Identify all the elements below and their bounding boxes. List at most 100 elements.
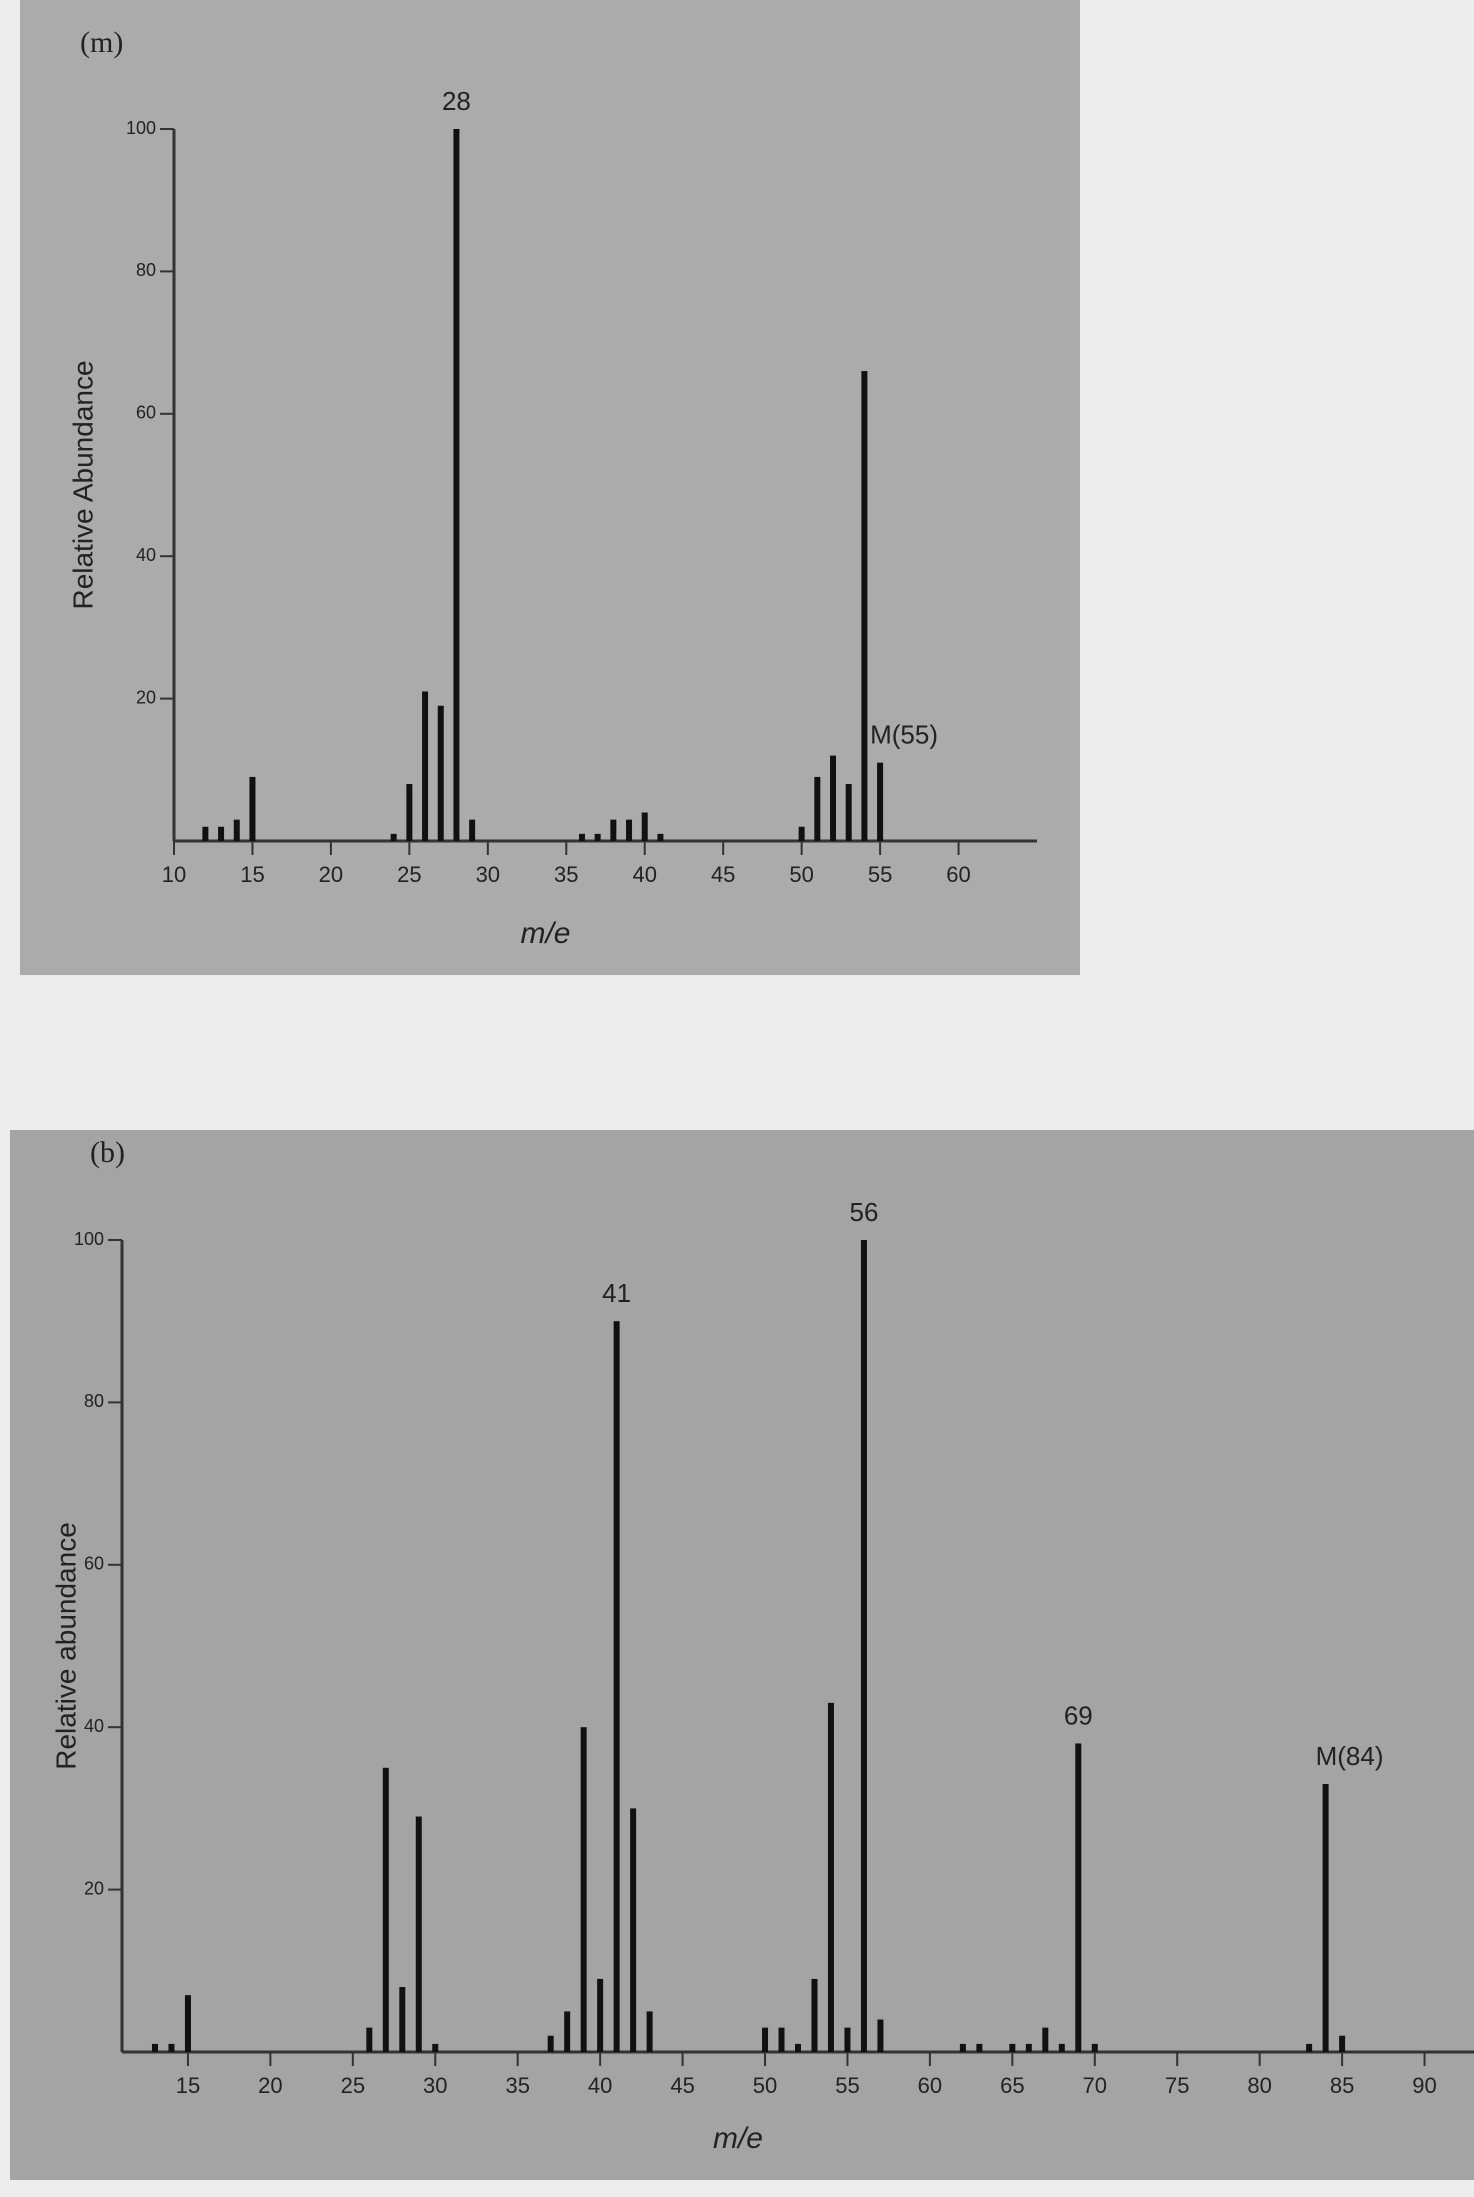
peak — [382, 1767, 389, 2052]
x-tick-label: 25 — [397, 862, 421, 887]
y-tick-label: 80 — [136, 260, 156, 280]
x-tick-label: 20 — [258, 2073, 282, 2098]
y-tick-label: 80 — [84, 1391, 104, 1411]
peak — [778, 2027, 785, 2052]
peak — [814, 776, 821, 841]
x-tick-label: 60 — [946, 862, 970, 887]
peak-annotation: 41 — [602, 1278, 631, 1308]
peak — [1306, 2043, 1313, 2052]
peak — [168, 2043, 175, 2052]
y-tick-label: 40 — [136, 545, 156, 565]
x-tick-label: 55 — [835, 2073, 859, 2098]
y-tick-label: 40 — [84, 1716, 104, 1736]
peak — [233, 819, 240, 841]
x-tick-label: 50 — [753, 2073, 777, 2098]
chart-title: (b) — [90, 1136, 125, 1169]
peak — [390, 833, 397, 841]
peak — [795, 2043, 801, 2052]
peak-annotation: 69 — [1064, 1700, 1093, 1730]
x-tick-label: 30 — [476, 862, 500, 887]
peak — [1042, 2027, 1049, 2052]
peak — [1058, 2043, 1065, 2052]
peak — [1009, 2043, 1016, 2052]
peak — [594, 833, 601, 841]
peak — [202, 826, 209, 841]
peak — [564, 2011, 571, 2052]
panel-m — [20, 0, 1080, 975]
peak — [366, 2027, 373, 2052]
peak — [597, 1978, 604, 2052]
x-tick-label: 85 — [1330, 2073, 1354, 2098]
y-tick-label: 20 — [84, 1878, 104, 1898]
x-tick-label: 40 — [632, 862, 656, 887]
peak — [1339, 2035, 1346, 2052]
peak — [610, 819, 617, 841]
peak — [184, 1995, 191, 2052]
x-tick-label: 65 — [1000, 2073, 1024, 2098]
peak — [613, 1321, 620, 2052]
peak — [437, 705, 444, 841]
peak-annotation: 28 — [442, 86, 471, 116]
x-tick-label: 25 — [341, 2073, 365, 2098]
x-tick-label: 45 — [711, 862, 735, 887]
peak — [578, 833, 585, 841]
peak — [877, 2019, 884, 2052]
x-tick-label: 10 — [162, 862, 186, 887]
y-tick-label: 60 — [136, 403, 156, 423]
x-tick-label: 45 — [670, 2073, 694, 2098]
y-tick-label: 100 — [126, 118, 156, 138]
peak — [830, 755, 837, 841]
peak — [626, 819, 633, 841]
peak — [249, 776, 256, 841]
x-axis-label: m/e — [520, 917, 570, 950]
peak — [811, 1978, 818, 2052]
panel-b — [10, 1130, 1474, 2180]
x-axis-label: m/e — [713, 2122, 763, 2155]
peak — [469, 819, 476, 841]
x-tick-label: 15 — [176, 2073, 200, 2098]
peak — [844, 2027, 851, 2052]
peak — [1025, 2043, 1032, 2052]
x-tick-label: 35 — [554, 862, 578, 887]
peak — [657, 833, 664, 841]
y-tick-label: 20 — [136, 687, 156, 707]
peak — [406, 784, 413, 841]
x-tick-label: 75 — [1165, 2073, 1189, 2098]
chart-title: (m) — [80, 26, 123, 59]
peak — [453, 129, 460, 841]
x-tick-label: 15 — [240, 862, 264, 887]
peak — [1091, 2043, 1098, 2052]
y-tick-label: 100 — [74, 1229, 104, 1249]
x-tick-label: 70 — [1083, 2073, 1107, 2098]
x-tick-label: 60 — [918, 2073, 942, 2098]
peak — [860, 1240, 867, 2052]
peak — [1322, 1784, 1329, 2052]
peak — [218, 826, 225, 841]
peak-annotation: M(55) — [870, 720, 938, 750]
peak-annotation: 56 — [849, 1197, 878, 1227]
x-tick-label: 50 — [789, 862, 813, 887]
y-axis-label: Relative abundance — [50, 1522, 81, 1770]
peak — [646, 2011, 653, 2052]
peak — [580, 1727, 587, 2052]
x-tick-label: 80 — [1247, 2073, 1271, 2098]
peak — [959, 2043, 966, 2052]
peak — [976, 2043, 983, 2052]
peak — [762, 2027, 769, 2052]
x-tick-label: 20 — [319, 862, 343, 887]
peak — [432, 2043, 439, 2052]
peak — [415, 1816, 422, 2052]
peak — [861, 371, 868, 841]
peak — [151, 2043, 158, 2052]
x-tick-label: 55 — [868, 862, 892, 887]
x-tick-label: 35 — [505, 2073, 529, 2098]
peak — [547, 2035, 554, 2052]
peak — [827, 1702, 834, 2052]
peak — [422, 691, 429, 841]
peak-annotation: M(84) — [1316, 1741, 1384, 1771]
x-tick-label: 90 — [1412, 2073, 1436, 2098]
x-tick-label: 30 — [423, 2073, 447, 2098]
y-tick-label: 60 — [84, 1554, 104, 1574]
peak — [399, 1987, 406, 2052]
